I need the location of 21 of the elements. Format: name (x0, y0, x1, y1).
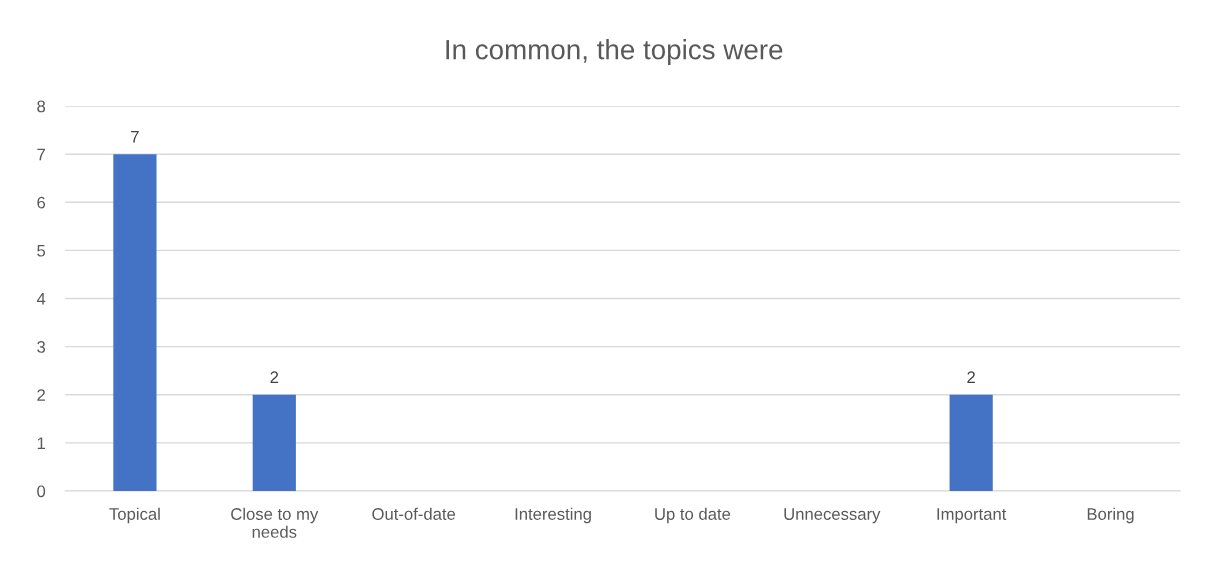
x-tick-label: Boring (1087, 507, 1134, 524)
y-tick-label: 1 (37, 437, 45, 449)
x-tick-label: Interesting (515, 507, 591, 524)
y-tick-label: 2 (37, 389, 45, 401)
data-label: 2 (270, 371, 279, 383)
data-label: 2 (967, 371, 975, 383)
x-tick-label: Up to date (655, 507, 731, 524)
y-tick-label: 7 (37, 148, 45, 161)
y-tick-label: 0 (37, 485, 46, 498)
y-tick-label: 6 (37, 196, 46, 209)
y-tick-label: 4 (36, 293, 46, 305)
data-label: 7 (131, 130, 139, 143)
x-tick-label: Important (937, 508, 1007, 524)
x-tick-label: Out-of-date (372, 507, 456, 520)
x-tick-label: Topical (109, 507, 160, 524)
y-tick-label: 5 (37, 244, 46, 257)
x-tick-label: Unnecessary (784, 508, 881, 524)
x-tick-label: Close to my needs (231, 507, 319, 538)
y-tick-label: 8 (37, 100, 46, 113)
chart-title: In common, the topics were (446, 39, 783, 65)
y-tick-label: 3 (37, 341, 46, 353)
